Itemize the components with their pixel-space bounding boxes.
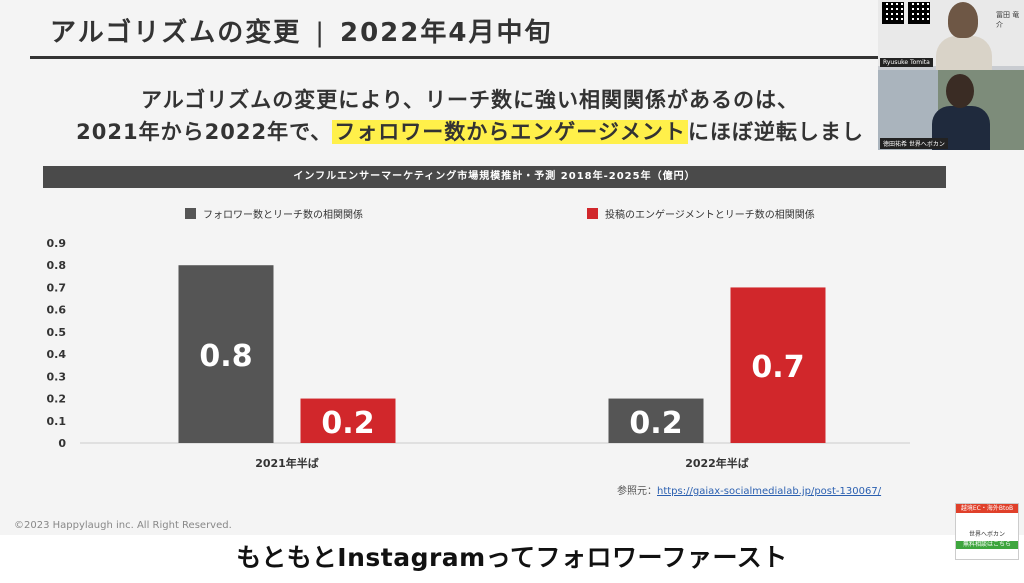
y-tick-label: 0.5 — [47, 326, 67, 339]
webcam-overlay: 冨田 竜介 Ryusuke Tomita 徳田祐希 世界へボカン — [878, 0, 1024, 150]
slide-title: アルゴリズムの変更 | 2022年4月中旬 — [50, 12, 552, 49]
legend-swatch — [587, 208, 598, 219]
promo-banner[interactable]: 越境EC・海外BtoB 世界へボカン 無料相談はこちら — [955, 503, 1019, 560]
y-tick-label: 0.4 — [47, 348, 67, 361]
bar-data-label: 0.8 — [199, 339, 252, 374]
speaker-card-name: 冨田 竜介 — [996, 11, 1020, 29]
y-tick-label: 0.6 — [47, 304, 67, 317]
y-tick-label: 0.2 — [47, 393, 67, 406]
window-background — [878, 70, 938, 150]
qr-code-icon — [908, 2, 930, 24]
presentation-slide: アルゴリズムの変更 | 2022年4月中旬 アルゴリズムの変更により、リーチ数に強い… — [0, 0, 1024, 535]
legend-label: フォロワー数とリーチ数の相関関係 — [203, 208, 363, 221]
legend-label: 投稿のエンゲージメントとリーチ数の相関関係 — [605, 208, 815, 221]
subtitle-caption: もともとInstagramってフォロワーファースト — [236, 543, 788, 572]
slide-title-date: 2022年4月中旬 — [340, 18, 553, 48]
lead-text: アルゴリズムの変更により、リーチ数に強い相関関係があるのは、 2021年から20… — [60, 84, 880, 148]
slide-title-text: アルゴリズムの変更 — [50, 18, 302, 48]
y-tick-label: 0.9 — [47, 237, 67, 250]
slide-title-separator: | — [315, 18, 326, 48]
source-credit: 参照元：https://gaiax-socialmedialab.jp/post… — [617, 482, 881, 497]
speaker-1-body — [936, 36, 992, 76]
y-tick-label: 0.1 — [47, 415, 67, 428]
source-link[interactable]: https://gaiax-socialmedialab.jp/post-130… — [657, 486, 882, 497]
chart-bar — [730, 287, 826, 443]
qr-code-icon — [882, 2, 904, 24]
copyright-text: ©2023 Happylaugh inc. All Right Reserved… — [14, 520, 232, 531]
legend-swatch — [185, 208, 196, 219]
bar-data-label: 0.2 — [629, 406, 682, 441]
bar-chart: 0 0.1 0.2 0.3 0.4 0.5 0.6 0.7 0.8 0.9 フォロワー数とリーチ数の… — [47, 208, 910, 470]
promo-banner-cta[interactable]: 無料相談はこちら — [956, 541, 1018, 549]
y-tick-label: 0.8 — [47, 259, 67, 272]
bar-data-label: 0.7 — [751, 350, 804, 385]
speaker-2-label: 徳田祐希 世界へボカン — [880, 138, 948, 149]
lead-line-2-pre: 2021年から2022年で、 — [76, 120, 333, 144]
slide-title-bar: アルゴリズムの変更 | 2022年4月中旬 — [30, 2, 960, 59]
speaker-1-head — [948, 2, 978, 38]
caption-bar — [0, 535, 1024, 583]
lead-line-2-post: にほぼ逆転しまし — [687, 120, 864, 144]
lead-line-2: 2021年から2022年で、フォロワー数からエンゲージメントにほぼ逆転しまし — [60, 116, 880, 148]
chart-header: インフルエンサーマーケティング市場規模推計・予測 2018年-2025年（億円） — [43, 166, 946, 188]
lead-highlight: フォロワー数からエンゲージメント — [332, 120, 688, 144]
webcam-speaker-1: 冨田 竜介 Ryusuke Tomita — [878, 0, 1024, 76]
promo-banner-top: 越境EC・海外BtoB — [956, 504, 1018, 513]
promo-banner-brand: 世界へボカン — [968, 531, 1005, 538]
chart-bar — [178, 265, 274, 443]
bar-data-label: 0.2 — [321, 406, 374, 441]
x-category-label: 2021年半ば — [255, 456, 319, 470]
chart-bar — [300, 398, 396, 443]
source-credit-label: 参照元： — [617, 486, 657, 497]
y-tick-label: 0.3 — [47, 370, 67, 383]
x-category-label: 2022年半ば — [685, 456, 749, 470]
speaker-1-label: Ryusuke Tomita — [880, 58, 933, 67]
chart-bar — [608, 398, 704, 443]
y-tick-label: 0.7 — [47, 281, 67, 294]
y-tick-label: 0 — [58, 437, 66, 450]
speaker-2-head — [946, 74, 974, 108]
lead-line-1: アルゴリズムの変更により、リーチ数に強い相関関係があるのは、 — [140, 88, 800, 112]
